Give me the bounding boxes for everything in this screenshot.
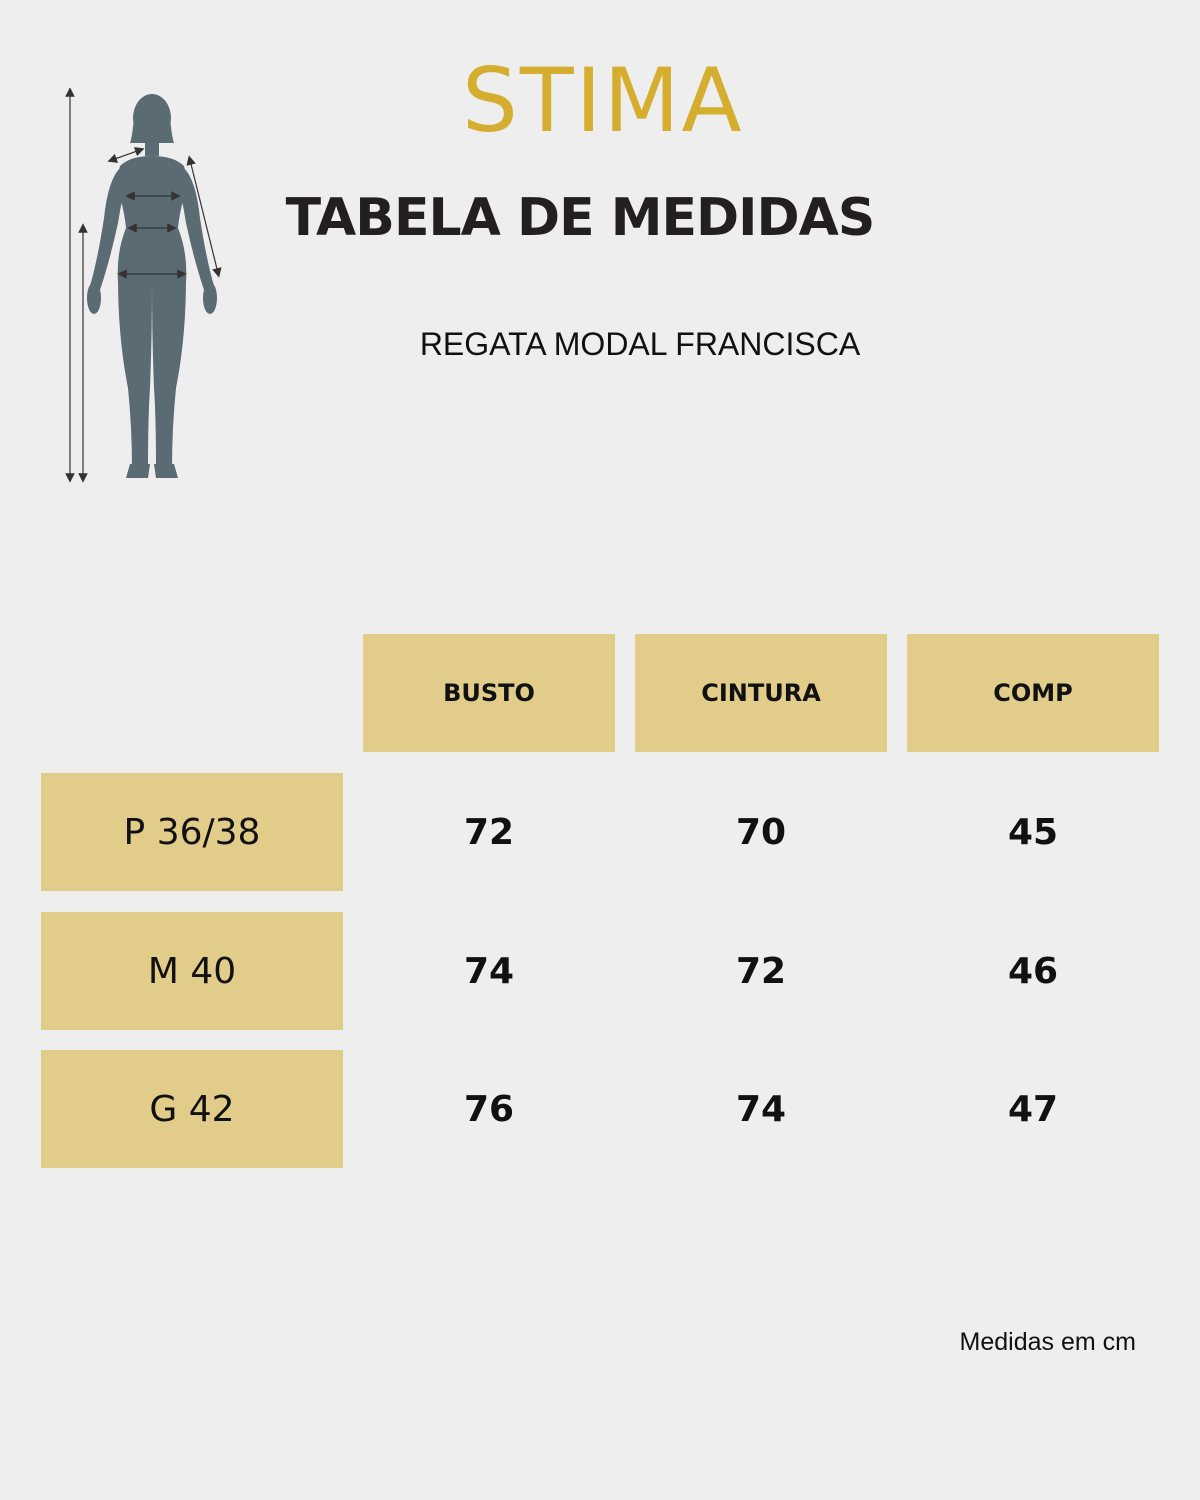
units-note: Medidas em cm xyxy=(959,1328,1136,1356)
measurement-cell: 76 xyxy=(463,1088,515,1130)
column-header-cintura: CINTURA xyxy=(635,634,887,752)
page-title: TABELA DE MEDIDAS xyxy=(285,188,876,248)
measurement-cell: 47 xyxy=(1007,1088,1059,1130)
female-body-measurement-icon xyxy=(65,88,222,483)
measurement-cell: 46 xyxy=(1007,950,1059,992)
measurement-cell: 70 xyxy=(735,811,787,853)
column-header-comp: COMP xyxy=(907,634,1159,752)
column-header-busto: BUSTO xyxy=(363,634,615,752)
brand-logo: STIMA xyxy=(462,49,744,152)
size-label: G 42 xyxy=(41,1050,343,1168)
measurement-cell: 72 xyxy=(463,811,515,853)
measurement-cell: 74 xyxy=(735,1088,787,1130)
product-name: REGATA MODAL FRANCISCA xyxy=(419,326,861,362)
measurement-cell: 45 xyxy=(1007,811,1059,853)
size-label: M 40 xyxy=(41,912,343,1030)
measurement-cell: 72 xyxy=(735,950,787,992)
size-label: P 36/38 xyxy=(41,773,343,891)
measurement-cell: 74 xyxy=(463,950,515,992)
